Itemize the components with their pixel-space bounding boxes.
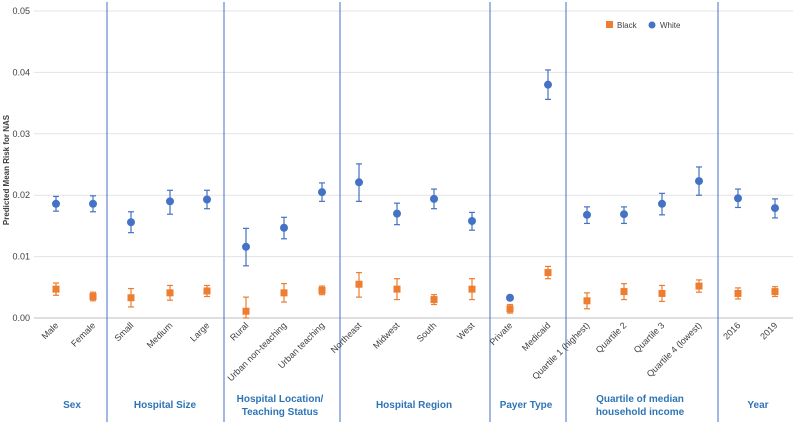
black-point (393, 285, 401, 293)
white-point (52, 199, 60, 208)
x-tick-label: Private (488, 320, 515, 347)
x-tick-label: Quartile 2 (594, 320, 629, 355)
y-tick-label: 0.03 (12, 129, 30, 139)
white-point (658, 199, 666, 208)
black-point (242, 307, 250, 315)
black-point (771, 288, 779, 296)
black-point (89, 293, 97, 301)
black-point (430, 296, 438, 304)
x-tick-label: 2019 (758, 320, 779, 341)
data-marks (52, 69, 779, 319)
white-point (620, 210, 628, 219)
white-point (468, 216, 476, 225)
x-tick-label: Medicaid (520, 320, 553, 353)
white-point (355, 178, 363, 187)
x-tick-label: South (415, 320, 439, 344)
group-label: Hospital Region (376, 400, 452, 411)
y-tick-label: 0.00 (12, 313, 30, 323)
white-point (166, 197, 174, 206)
legend-white-marker (648, 21, 656, 29)
legend-white-label: White (660, 21, 681, 30)
group-separators (106, 2, 719, 422)
group-labels: Sex Hospital Size Hospital Location/Teachi… (63, 394, 769, 418)
group-label: Hospital Size (134, 400, 197, 411)
legend-black-label: Black (617, 21, 638, 30)
white-point (771, 204, 779, 213)
black-point (734, 289, 742, 297)
white-point (583, 210, 591, 219)
black-point (203, 287, 211, 295)
group-label: Quartile of median (596, 394, 684, 405)
black-point (318, 286, 326, 294)
black-point (468, 285, 476, 293)
white-point (430, 194, 438, 203)
white-point (318, 188, 326, 197)
white-point (506, 293, 514, 302)
group-label: household income (596, 407, 685, 418)
legend-black-marker (606, 21, 613, 28)
white-point (242, 242, 250, 251)
group-label: Teaching Status (242, 407, 319, 418)
x-tick-label: Northeast (329, 320, 364, 355)
legend: Black White (606, 21, 681, 30)
x-tick-label: Quartile 3 (632, 320, 667, 355)
x-tick-label: Male (40, 320, 61, 341)
x-tick-label: West (455, 320, 477, 342)
x-tick-label: 2016 (721, 320, 742, 341)
black-point (544, 269, 552, 277)
black-point (280, 289, 288, 297)
white-point (393, 209, 401, 218)
white-point (695, 177, 703, 186)
x-tick-label: Midwest (371, 320, 402, 351)
black-point (52, 285, 60, 293)
x-tick-label: Medium (145, 320, 175, 350)
white-point (544, 80, 552, 89)
group-label: Payer Type (500, 400, 553, 411)
gridlines (34, 10, 793, 319)
y-tick-label: 0.05 (12, 6, 30, 16)
x-tick-label: Female (69, 320, 97, 348)
group-label: Sex (63, 400, 81, 411)
white-point (734, 194, 742, 203)
y-tick-label: 0.02 (12, 190, 30, 200)
group-label: Hospital Location/ (237, 394, 324, 405)
black-point (166, 289, 174, 297)
white-point (280, 223, 288, 232)
x-tick-label: Large (188, 320, 211, 343)
white-point (203, 195, 211, 204)
black-point (506, 305, 514, 313)
white-point (127, 218, 135, 227)
y-tick-label: 0.01 (12, 252, 30, 262)
group-label: Year (747, 400, 768, 411)
x-tick-label: Small (112, 320, 135, 343)
white-point (89, 199, 97, 208)
y-axis-ticks: 0.00 0.01 0.02 0.03 0.04 0.05 (12, 6, 30, 323)
black-point (658, 289, 666, 297)
black-point (583, 297, 591, 305)
y-axis-label: Predicted Mean Risk for NAS (2, 114, 11, 225)
black-point (620, 288, 628, 296)
black-point (127, 294, 135, 302)
black-point (695, 282, 703, 290)
y-tick-label: 0.04 (12, 67, 30, 77)
black-point (355, 280, 363, 288)
x-tick-label: Rural (228, 320, 250, 342)
